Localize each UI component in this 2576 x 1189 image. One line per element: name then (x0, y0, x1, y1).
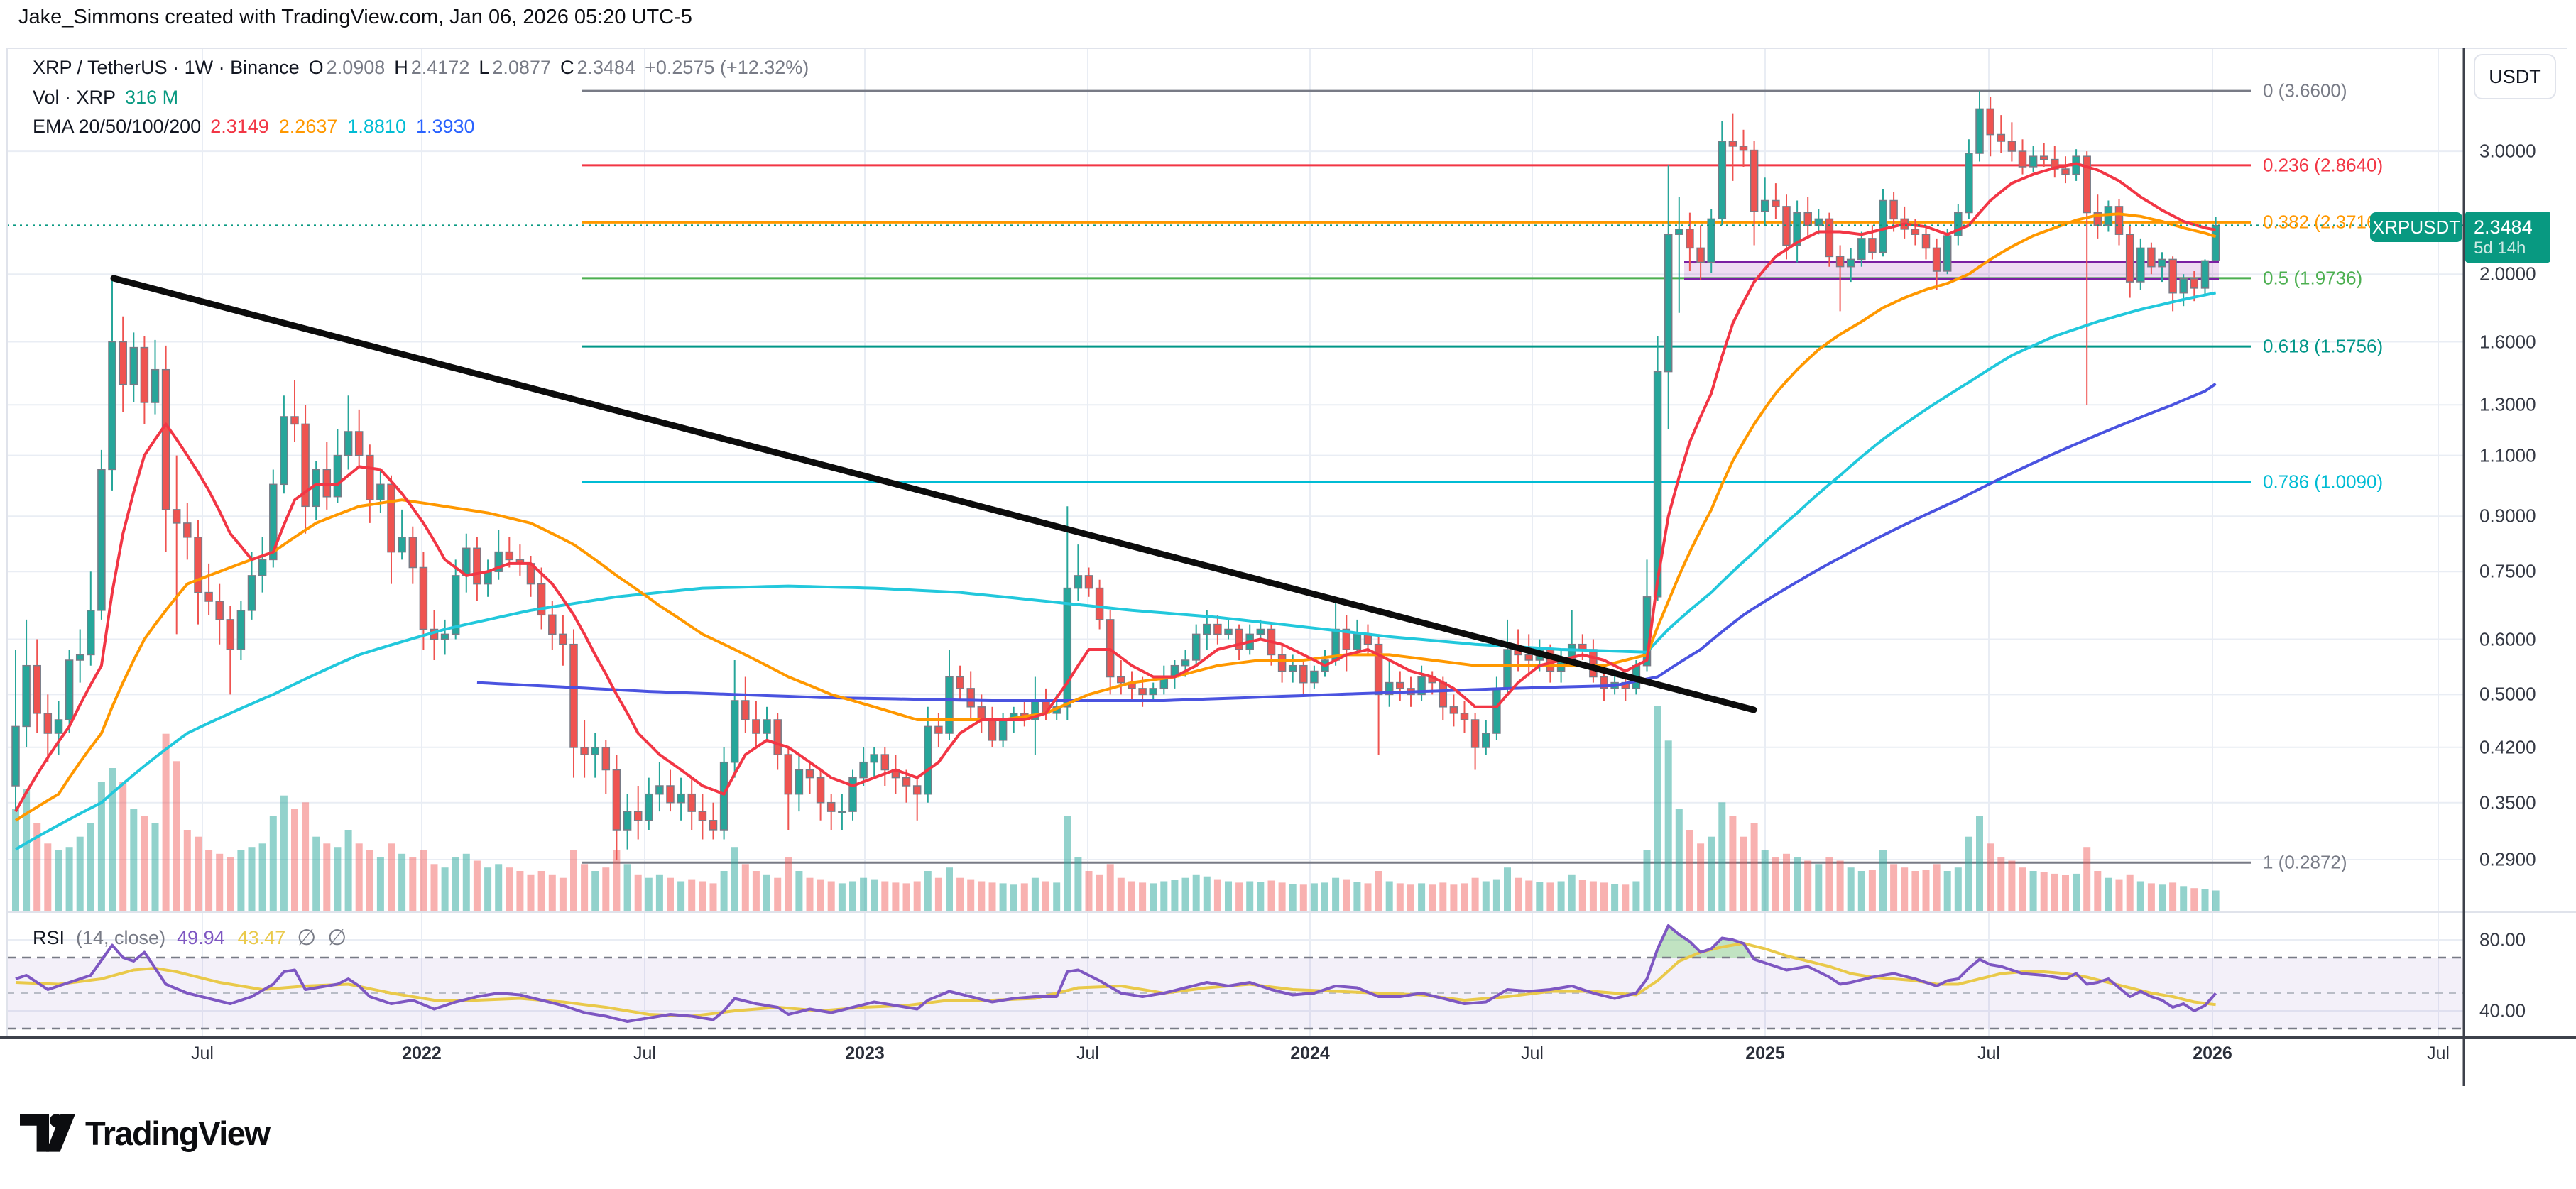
price-tick-label: 1.1000 (2479, 444, 2536, 466)
time-tick-label: Jul (191, 1043, 214, 1063)
time-tick-label: 2024 (1290, 1043, 1330, 1063)
last-price-badge[interactable]: 2.3484 5d 14h (2465, 212, 2550, 263)
volume-label[interactable]: Vol · XRP (33, 87, 116, 108)
price-tick-label: 0.6000 (2479, 628, 2536, 650)
ema200-line (476, 383, 2217, 702)
fib-level-label: 0.236 (2.8640) (2263, 154, 2384, 176)
high-value: 2.4172 (410, 57, 470, 78)
high-label: H (394, 57, 408, 78)
rsi-legend-row[interactable]: RSI (14, close) 49.94 43.47 ∅ ∅ (33, 925, 346, 950)
tradingview-logo[interactable]: TradingView (20, 1113, 271, 1153)
descending-trendline[interactable] (110, 275, 1757, 713)
ema-value: 2.3149 (210, 116, 269, 137)
rsi-value: 49.94 (177, 926, 225, 948)
ema-values: 2.3149 2.2637 1.8810 1.3930 (210, 116, 474, 138)
rsi-params: (14, close) (76, 926, 166, 948)
rsi-upper-band-empty-icon: ∅ (297, 925, 317, 950)
bar-countdown: 5d 14h (2474, 239, 2526, 258)
rsi-ma-line (15, 942, 2216, 1018)
change-value: +0.2575 (+12.32%) (645, 57, 809, 78)
time-tick-label: Jul (633, 1043, 656, 1063)
rsi-label[interactable]: RSI (33, 926, 65, 948)
currency-label: USDT (2489, 65, 2541, 87)
ema-value: 1.8810 (347, 116, 406, 137)
open-label: O (308, 57, 324, 78)
tradingview-logo-text: TradingView (85, 1114, 271, 1152)
price-tick-label: 0.4200 (2479, 736, 2536, 758)
fib-level-label: 0.382 (2.3716) (2263, 211, 2384, 233)
ema50-line (14, 212, 2217, 822)
ema-label[interactable]: EMA 20/50/100/200 (33, 116, 202, 137)
time-tick-label: Jul (1521, 1043, 1544, 1063)
time-tick-label: Jul (1076, 1043, 1099, 1063)
close-label: C (560, 57, 574, 78)
last-price-value: 2.3484 (2474, 217, 2533, 238)
attribution-header: Jake_Simmons created with TradingView.co… (18, 6, 692, 28)
ema-value: 2.2637 (278, 116, 338, 137)
open-value: 2.0908 (326, 57, 386, 78)
rsi-lower-band-empty-icon: ∅ (327, 925, 347, 950)
volume-series (12, 706, 2220, 912)
price-tick-label: 0.5000 (2479, 683, 2536, 705)
badge-symbol-text: XRPUSDT (2372, 216, 2461, 238)
time-tick-label: Jul (1977, 1043, 2000, 1063)
price-tick-label: 0.3500 (2479, 791, 2536, 813)
price-scale-currency-button[interactable]: USDT (2474, 54, 2556, 99)
rsi-values: 49.94 43.47 (177, 927, 285, 949)
fib-level-label: 1 (0.2872) (2263, 851, 2347, 873)
price-tick-label: 0.2900 (2479, 848, 2536, 870)
rsi-overbought-fill (103, 926, 1753, 958)
symbol-title[interactable]: XRP / TetherUS · 1W · Binance (33, 57, 300, 78)
tradingview-logo-icon (20, 1114, 75, 1152)
volume-legend-row[interactable]: Vol · XRP 316 M (33, 87, 178, 109)
rsi-value: 43.47 (237, 926, 286, 948)
rsi-tick-label: 40.00 (2479, 999, 2526, 1021)
time-tick-label: 2026 (2193, 1043, 2232, 1063)
price-tick-label: 2.0000 (2479, 263, 2536, 285)
fib-level-label: 0.5 (1.9736) (2263, 267, 2363, 289)
time-tick-label: Jul (2427, 1043, 2450, 1063)
fib-level-label: 0.786 (1.0090) (2263, 471, 2384, 492)
price-tick-label: 1.3000 (2479, 393, 2536, 415)
ema-legend-row[interactable]: EMA 20/50/100/200 2.3149 2.2637 1.8810 1.39… (33, 116, 475, 138)
symbol-price-label-badge[interactable]: XRPUSDT (2370, 212, 2462, 242)
time-tick-label: 2022 (402, 1043, 442, 1063)
candles-series (11, 91, 2220, 860)
price-tick-label: 0.7500 (2479, 560, 2536, 582)
fib-level-label: 0.618 (1.5756) (2263, 335, 2384, 357)
volume-value: 316 M (125, 87, 179, 108)
low-label: L (479, 57, 490, 78)
time-tick-label: 2025 (1745, 1043, 1785, 1063)
time-tick-label: 2023 (845, 1043, 885, 1063)
ema100-line (14, 291, 2217, 851)
close-value: 2.3484 (577, 57, 636, 78)
ema20-line (14, 162, 2216, 813)
price-tick-label: 0.9000 (2479, 505, 2536, 527)
price-tick-label: 3.0000 (2479, 140, 2536, 162)
rsi-line (15, 924, 2217, 1023)
low-value: 2.0877 (492, 57, 551, 78)
rsi-tick-label: 80.00 (2479, 928, 2526, 950)
ema-value: 1.3930 (415, 116, 475, 137)
fib-level-label: 0 (3.6600) (2263, 80, 2347, 102)
price-tick-label: 1.6000 (2479, 331, 2536, 352)
